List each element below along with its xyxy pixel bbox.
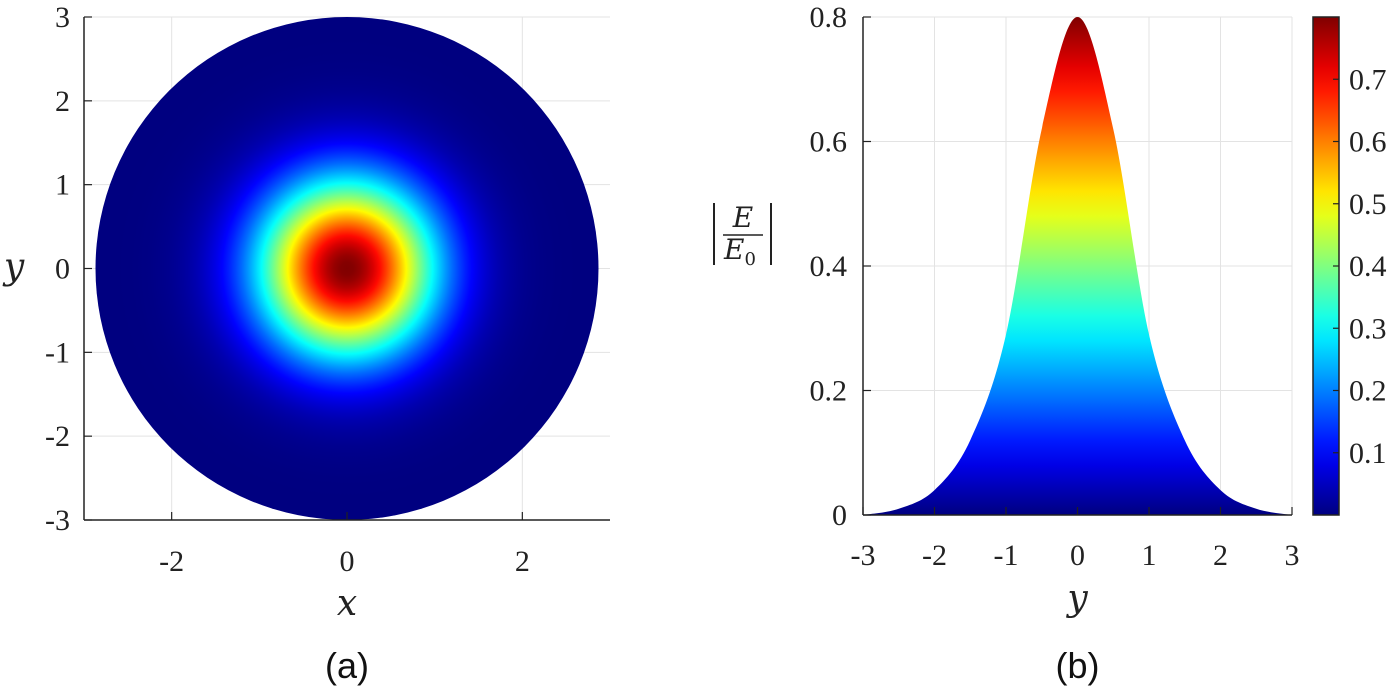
panel-b-y-tick-3: 0.2 <box>810 375 848 408</box>
fraction-numerator: E <box>732 201 753 234</box>
panel-b-x-tick-5: 2 <box>1213 539 1228 572</box>
panel-b-x-ticks: -3 -2 -1 0 1 2 3 <box>851 507 1300 572</box>
panel-b-x-axis-label: y <box>1065 578 1088 619</box>
panel-b-x-tick-6: 3 <box>1285 539 1300 572</box>
panel-a-x-tick-1: 0 <box>340 545 355 578</box>
colorbar-tick-2: 0.5 <box>1349 188 1387 221</box>
heatmap-disk <box>95 17 599 520</box>
panel-b: -3 -2 -1 0 1 2 3 0.8 0.6 0.4 0.2 0 y E E0 (b) <box>713 1 1300 686</box>
colorbar-tick-1: 0.6 <box>1349 126 1387 159</box>
colorbar-tick-0: 0.7 <box>1349 63 1387 96</box>
panel-b-y-tick-4: 0 <box>832 499 847 532</box>
panel-a-y-tick-6: -3 <box>45 504 70 537</box>
panel-a-label: (a) <box>325 645 369 686</box>
colorbar-tick-3: 0.4 <box>1349 250 1387 283</box>
panel-a-x-tick-2: 2 <box>515 545 530 578</box>
panel-a-y-tick-0: 3 <box>55 1 70 34</box>
panel-b-y-axis-label: E E0 <box>713 201 772 270</box>
panel-a-y-axis-label: y <box>2 247 25 288</box>
panel-a-x-ticks: -2 0 2 <box>159 512 530 578</box>
panel-a-y-tick-5: -2 <box>45 420 70 453</box>
panel-b-x-tick-3: 0 <box>1070 539 1085 572</box>
colorbar-ticks: 0.7 0.6 0.5 0.4 0.3 0.2 0.1 <box>1333 63 1387 470</box>
panel-a-x-tick-0: -2 <box>159 545 184 578</box>
panel-a-y-tick-1: 2 <box>55 85 70 118</box>
gaussian-area <box>863 17 1292 515</box>
colorbar-tick-4: 0.3 <box>1349 312 1387 345</box>
panel-b-x-tick-1: -2 <box>922 539 947 572</box>
fraction-denominator: E0 <box>723 233 756 270</box>
panel-b-y-tick-0: 0.8 <box>810 1 848 34</box>
panel-a-x-axis-label: x <box>337 583 357 624</box>
panel-b-x-tick-2: -1 <box>994 539 1019 572</box>
panel-b-y-tick-1: 0.6 <box>810 126 848 159</box>
panel-a-y-tick-4: -1 <box>45 336 70 369</box>
colorbar-tick-5: 0.2 <box>1349 375 1387 408</box>
colorbar-tick-6: 0.1 <box>1349 437 1387 470</box>
panel-a-y-tick-2: 1 <box>55 169 70 202</box>
panel-b-y-tick-2: 0.4 <box>810 250 848 283</box>
colorbar: 0.7 0.6 0.5 0.4 0.3 0.2 0.1 <box>1312 16 1387 516</box>
panel-b-x-tick-0: -3 <box>851 539 876 572</box>
panel-a-y-ticks: 3 2 1 0 -1 -2 -3 <box>45 1 92 537</box>
panel-b-label: (b) <box>1056 645 1100 686</box>
panel-a: -2 0 2 3 2 1 0 -1 -2 -3 x y (a) <box>2 1 610 686</box>
panel-a-y-tick-3: 0 <box>55 253 70 286</box>
panel-b-y-ticks: 0.8 0.6 0.4 0.2 0 <box>810 1 871 532</box>
panel-b-x-tick-4: 1 <box>1142 539 1157 572</box>
